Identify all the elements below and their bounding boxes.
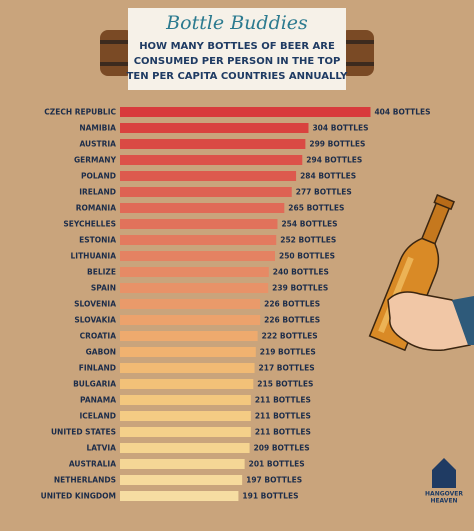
logo-text: HANGOVER [425, 491, 463, 498]
category-label: PANAMA [80, 396, 116, 405]
value-label: 217 BOTTLES [259, 364, 315, 373]
category-label: BELIZE [87, 268, 116, 277]
bar [120, 443, 250, 453]
category-label: GERMANY [74, 156, 117, 165]
title-box [128, 8, 346, 90]
category-label: AUSTRALIA [69, 460, 116, 469]
value-label: 211 BOTTLES [255, 412, 311, 421]
chart-title: Bottle Buddies [165, 12, 308, 34]
logo: HANGOVER HEAVEN [425, 458, 463, 505]
bar [120, 171, 297, 181]
logo-text: HEAVEN [430, 498, 457, 505]
bar [120, 219, 278, 229]
value-label: 277 BOTTLES [296, 188, 352, 197]
value-label: 294 BOTTLES [306, 156, 362, 165]
bar [120, 347, 256, 357]
category-label: SPAIN [91, 284, 116, 293]
value-label: 209 BOTTLES [254, 444, 310, 453]
value-label: 265 BOTTLES [288, 204, 344, 213]
value-label: 226 BOTTLES [264, 300, 320, 309]
category-label: LITHUANIA [71, 252, 117, 261]
category-label: FINLAND [79, 364, 116, 373]
bar [120, 459, 245, 469]
bar [120, 235, 277, 245]
value-label: 226 BOTTLES [264, 316, 320, 325]
value-label: 250 BOTTLES [279, 252, 335, 261]
sleeve [452, 296, 474, 345]
category-label: UNITED KINGDOM [41, 492, 116, 501]
bar [120, 363, 255, 373]
bar [120, 475, 243, 485]
value-label: 254 BOTTLES [281, 220, 337, 229]
value-label: 240 BOTTLES [273, 268, 329, 277]
value-label: 191 BOTTLES [242, 492, 298, 501]
bar [120, 299, 261, 309]
category-label: GABON [86, 348, 116, 357]
bar [120, 395, 251, 405]
value-label: 215 BOTTLES [257, 380, 313, 389]
value-label: 219 BOTTLES [260, 348, 316, 357]
value-label: 304 BOTTLES [312, 124, 368, 133]
bar [120, 427, 251, 437]
category-label: ESTONIA [79, 236, 116, 245]
bar [120, 411, 251, 421]
category-label: SEYCHELLES [63, 220, 116, 229]
value-label: 211 BOTTLES [255, 396, 311, 405]
bar [120, 283, 269, 293]
category-label: CROATIA [80, 332, 117, 341]
hand [387, 291, 471, 352]
bar [120, 267, 269, 277]
value-label: 252 BOTTLES [280, 236, 336, 245]
value-label: 404 BOTTLES [374, 108, 430, 117]
barrel-right [340, 30, 374, 76]
bar [120, 203, 285, 213]
bar [120, 491, 239, 501]
value-label: 299 BOTTLES [309, 140, 365, 149]
category-label: UNITED STATES [51, 428, 116, 437]
category-label: AUSTRIA [79, 140, 116, 149]
bar [120, 123, 309, 133]
subtitle: CONSUMED PER PERSON IN THE TOP [134, 56, 341, 67]
category-label: LATVIA [86, 444, 116, 453]
value-label: 239 BOTTLES [272, 284, 328, 293]
bar [120, 331, 258, 341]
category-label: ROMANIA [76, 204, 116, 213]
bar [120, 139, 306, 149]
bar [120, 315, 261, 325]
category-label: SLOVAKIA [74, 316, 116, 325]
value-label: 222 BOTTLES [262, 332, 318, 341]
category-label: BULGARIA [73, 380, 116, 389]
subtitle: HOW MANY BOTTLES OF BEER ARE [139, 41, 335, 52]
category-label: NETHERLANDS [54, 476, 116, 485]
category-label: NAMIBIA [79, 124, 116, 133]
bar [120, 379, 254, 389]
value-label: 197 BOTTLES [246, 476, 302, 485]
category-label: POLAND [81, 172, 116, 181]
value-label: 201 BOTTLES [249, 460, 305, 469]
category-label: CZECH REPUBLIC [44, 108, 116, 117]
category-label: ICELAND [79, 412, 116, 421]
bar [120, 107, 371, 117]
bar [120, 187, 292, 197]
category-label: SLOVENIA [74, 300, 116, 309]
barrel-left [100, 30, 134, 76]
subtitle: TEN PER CAPITA COUNTRIES ANNUALLY [127, 71, 349, 82]
category-label: IRELAND [79, 188, 116, 197]
value-label: 211 BOTTLES [255, 428, 311, 437]
value-label: 284 BOTTLES [300, 172, 356, 181]
bar [120, 155, 303, 165]
bar [120, 251, 275, 261]
